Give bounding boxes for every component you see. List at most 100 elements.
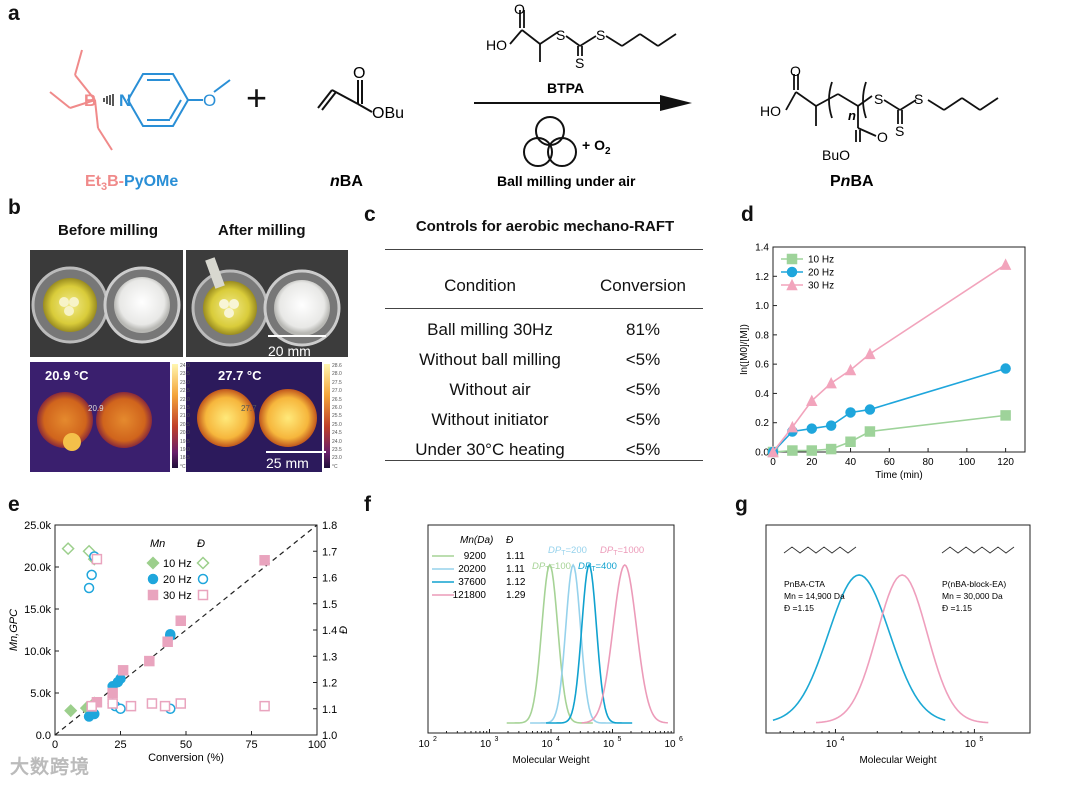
y-tick-label: 15.0k: [24, 604, 51, 616]
data-point: [825, 443, 837, 455]
data-point: [845, 407, 856, 418]
plus-sign: +: [246, 77, 267, 118]
colorbar-tick: 24.0: [180, 363, 190, 369]
pnba-subscript-n: n: [848, 108, 856, 123]
colorbar-tick: 22.5: [180, 388, 190, 395]
colorbar-before-ticks: 24.0 23.5 23.0 22.5 22.0 21.5 21.0 20.5 20.0 19.5…: [180, 363, 190, 470]
x-tick-label: 10: [418, 739, 430, 750]
x-tick-label: 40: [845, 457, 857, 468]
colorbar-tick: 28.6: [332, 363, 342, 369]
panel-label-e: e: [8, 493, 20, 516]
atom-pnba-buo: BuO: [822, 147, 850, 163]
colorbar-tick: 27.5: [332, 379, 342, 386]
trace-label: DPT=1000: [600, 545, 644, 557]
y-right-tick-label: 1.2: [322, 678, 337, 690]
dispersity-point: [146, 698, 158, 709]
y-tick-label: 0.0: [755, 448, 769, 459]
y-axis-label: Mn,GPC: [8, 609, 20, 651]
x-tick-label: 60: [884, 457, 896, 468]
x-tick-label: 10: [664, 739, 676, 750]
product-name-pnba: PnBA: [830, 173, 874, 190]
dispersity-point: [125, 700, 137, 712]
x-tick-label: 25: [114, 739, 126, 751]
block-label-mn: Mn = 14,900 Da: [784, 591, 845, 601]
data-point: [767, 445, 779, 458]
reagent-pyome: PyOMe: [124, 173, 178, 190]
x-tick-label: 120: [997, 457, 1014, 468]
atom-pnba-s2: S: [914, 91, 923, 107]
x-tick-label: 100: [308, 739, 326, 751]
table-rule-top: [385, 249, 703, 250]
polymer-structure-sketch: [941, 546, 1015, 554]
product-p: P: [830, 173, 841, 190]
plot-frame: [765, 524, 1031, 734]
y-right-tick-label: 1.6: [322, 573, 337, 585]
y-tick-label: 0.6: [755, 360, 769, 371]
colorbar-tick: 28.0: [332, 371, 342, 378]
legend-marker-open: [197, 589, 209, 601]
series-line: [772, 367, 1006, 453]
x-tick-label: 10: [480, 739, 492, 750]
x-tick-label: 50: [180, 739, 192, 751]
table-rule-bottom: [385, 460, 703, 461]
y-tick-label: 5.0k: [30, 688, 51, 700]
arrow-o2-sub: 2: [605, 146, 611, 157]
reagent-et-sub: 3: [101, 181, 107, 193]
table-row-3-condition: Without air: [449, 380, 531, 399]
atom-btpa-ho: HO: [486, 37, 507, 53]
series-line: [772, 263, 1007, 453]
scale-label-ir: 25 mm: [266, 455, 309, 471]
colorbar-tick: 23.5: [332, 447, 342, 453]
data-point: [864, 426, 876, 437]
panel-label-c: c: [364, 203, 376, 226]
y-tick-label: 20.0k: [24, 562, 51, 574]
table-row-5-condition: Under 30°C heating: [415, 440, 565, 459]
x-tick-exponent: 4: [840, 736, 844, 743]
colorbar-tick: 19.5: [180, 438, 190, 445]
x-tick-label: 10: [603, 739, 615, 750]
legend-marker: [786, 266, 798, 278]
block-label-name: P(nBA-block-EA): [942, 579, 1006, 589]
y-tick-label: 25.0k: [24, 520, 51, 532]
plot-frame: [772, 246, 1026, 453]
atom-pnba-o2: O: [877, 129, 888, 145]
table-mn: 121800: [453, 590, 487, 601]
legend-label: 20 Hz: [808, 268, 834, 279]
dispersity-point: [91, 553, 103, 565]
panel-label-g: g: [735, 493, 748, 516]
ir-spot-after: 27.7: [241, 404, 257, 413]
colorbar-tick: 19.0: [180, 447, 190, 453]
product-ba: BA: [850, 173, 874, 190]
x-tick-label: 10: [826, 739, 838, 750]
reaction-scheme: B N O Et3B-PyOMe + O OBu nBA O HO S S S …: [49, 1, 999, 193]
table-header-mn: Mn(Da): [460, 535, 493, 546]
block-label-dispersity: Đ =1.15: [784, 603, 814, 613]
data-point: [845, 436, 856, 447]
product-italic-n: n: [841, 173, 851, 190]
data-point: [787, 445, 798, 456]
table-row-5-conversion: <5%: [625, 440, 661, 459]
y-tick-label: 10.0k: [24, 646, 51, 658]
x-tick-label: 75: [245, 739, 257, 751]
legend-marker-filled: [147, 589, 159, 601]
dispersity-point: [83, 582, 95, 594]
watermark: 大数跨境: [10, 757, 91, 778]
colorbar-tick: 24.5: [332, 430, 342, 437]
x-tick-label: 10: [541, 739, 553, 750]
btpa-structure: [509, 10, 677, 62]
data-point: [825, 420, 837, 431]
colorbar-tick: 25.5: [332, 413, 342, 420]
legend-marker-filled: [147, 573, 159, 585]
data-point: [864, 404, 876, 415]
table-row-1-condition: Ball milling 30Hz: [427, 320, 553, 339]
chart-d-kinetics: 0 20 40 60 80 100 120 0.0 0.2 0.4 0.6 0.8 1.0 1.2 1.4 T…: [740, 243, 1026, 481]
panel-label-f: f: [364, 493, 371, 516]
legend-marker-open: [197, 573, 209, 585]
y-right-tick-label: 1.1: [322, 704, 337, 716]
atom-btpa-s3: S: [575, 55, 584, 71]
colorbar-tick: 24.0: [332, 438, 342, 445]
monomer-italic-n: n: [330, 173, 340, 190]
table-mn: 20200: [458, 564, 486, 575]
monomer-name-nba: nBA: [330, 173, 363, 190]
mn-point: [107, 687, 118, 699]
